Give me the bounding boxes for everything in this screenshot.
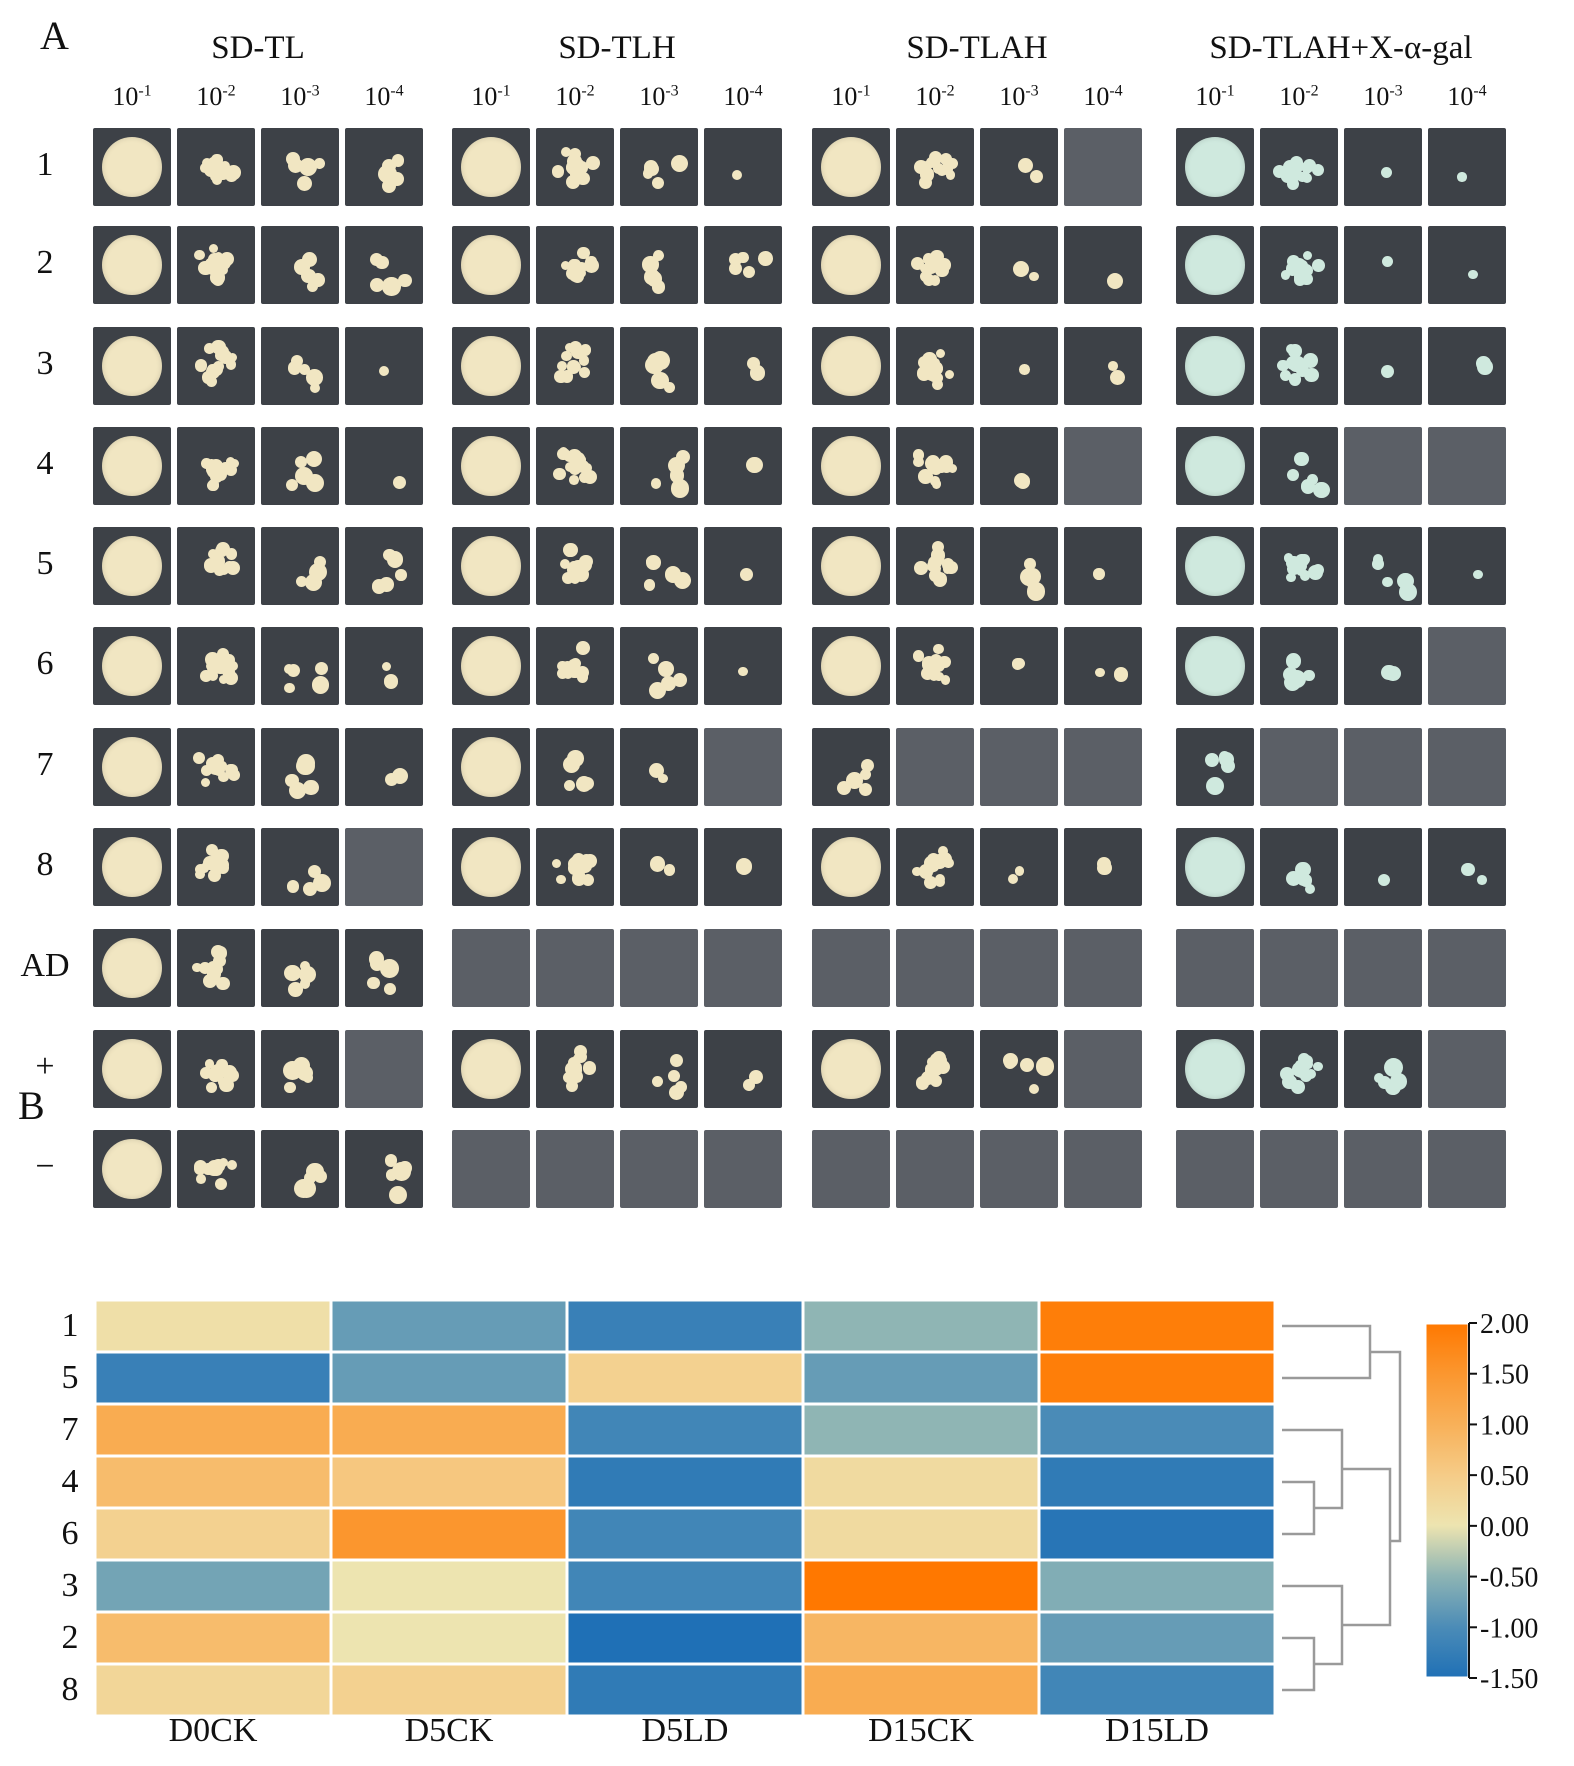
colorbar-tick-label: 0.00 [1480,1512,1529,1543]
heatmap-cell [567,1300,803,1352]
colorbar-tick-label: -1.00 [1480,1613,1538,1644]
dendrogram-branch [1282,1326,1370,1378]
heatmap-cell [95,1456,331,1508]
heatmap-cell [1039,1352,1275,1404]
colorbar-tick-label: -1.50 [1480,1664,1538,1695]
dendrogram-branch [1342,1469,1390,1625]
dendrogram-branch [1282,1586,1342,1664]
heatmap-cell [567,1508,803,1560]
heatmap-cell [95,1404,331,1456]
heatmap-cell [331,1508,567,1560]
heatmap-cell [567,1560,803,1612]
heatmap-cell [567,1404,803,1456]
heatmap-cell [1039,1612,1275,1664]
heatmap-cell [95,1664,331,1716]
dendrogram-branch [1282,1638,1314,1690]
colorbar-tick-label: 2.00 [1480,1309,1529,1340]
heatmap-cell [1039,1560,1275,1612]
heatmap-cell [1039,1456,1275,1508]
colorbar-tick-label: 1.00 [1480,1410,1529,1441]
heatmap-cell [803,1560,1039,1612]
heatmap-cell [95,1508,331,1560]
heatmap-cell [331,1300,567,1352]
heatmap-cell [95,1612,331,1664]
dendrogram-branch [1282,1482,1314,1534]
dendrogram-branch [1282,1430,1342,1508]
heatmap-cell [803,1508,1039,1560]
heatmap-cell [803,1404,1039,1456]
heatmap-cell [331,1664,567,1716]
heatmap-cell [803,1352,1039,1404]
heatmap-cell [331,1612,567,1664]
colorbar-tick-label: 0.50 [1480,1461,1529,1492]
heatmap-chart: 2.00 1.50 1.00 0.50 0.00 -0.50 -1.00 -1.50 [0,0,1574,1766]
colorbar-tick-label: -0.50 [1480,1563,1538,1594]
heatmap-cell [1039,1404,1275,1456]
heatmap-cell [1039,1508,1275,1560]
heatmap-cell [331,1404,567,1456]
dendrogram-branch [1370,1352,1400,1541]
heatmap-cell [803,1612,1039,1664]
heatmap-cell [331,1456,567,1508]
heatmap-cell [1039,1664,1275,1716]
heatmap-cell [567,1456,803,1508]
heatmap-cell [567,1664,803,1716]
heatmap-cell [331,1352,567,1404]
heatmap-cell [1039,1300,1275,1352]
heatmap-cell [803,1456,1039,1508]
colorbar-tick-label: 1.50 [1480,1360,1529,1391]
heatmap-cell [331,1560,567,1612]
heatmap-cell [803,1664,1039,1716]
heatmap-cell [567,1612,803,1664]
heatmap-cell [95,1300,331,1352]
heatmap-cell [95,1560,331,1612]
colorbar [1425,1323,1469,1678]
heatmap-cell [803,1300,1039,1352]
heatmap-cell [567,1352,803,1404]
heatmap-cell [95,1352,331,1404]
